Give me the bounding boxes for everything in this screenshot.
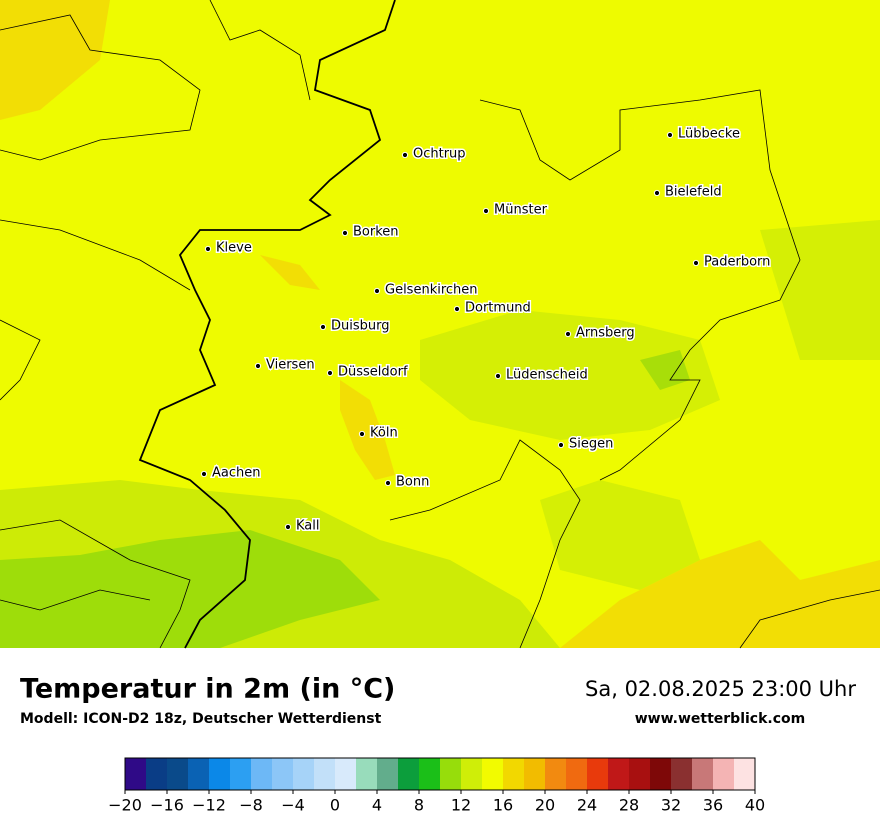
city-label: Duisburg bbox=[331, 319, 390, 334]
colorbar-tick-label: 0 bbox=[330, 796, 340, 815]
city-label: Lübbecke bbox=[678, 127, 740, 142]
colorbar-segment bbox=[482, 758, 504, 790]
colorbar-segment bbox=[188, 758, 210, 790]
city-dot bbox=[358, 430, 366, 438]
colorbar: −20 −16 −12 −8 −4 0 4 8 12 16 20 24 28 32 36 40 bbox=[108, 757, 765, 815]
model-info: Modell: ICON-D2 18z, Deutscher Wetterdie… bbox=[20, 711, 382, 727]
colorbar-tick-label: −4 bbox=[281, 796, 305, 815]
colorbar-segment bbox=[377, 758, 399, 790]
city-dot bbox=[666, 131, 674, 139]
colorbar-tick-label: 16 bbox=[493, 796, 513, 815]
city-label: Gelsenkirchen bbox=[385, 283, 478, 298]
map-title: Temperatur in 2m (in °C) bbox=[20, 674, 395, 705]
colorbar-tick-label: −8 bbox=[239, 796, 263, 815]
city-dot bbox=[204, 245, 212, 253]
colorbar-segment bbox=[272, 758, 294, 790]
colorbar-segment bbox=[251, 758, 273, 790]
colorbar-segment bbox=[209, 758, 231, 790]
city-label: Arnsberg bbox=[576, 326, 635, 341]
city-label: Borken bbox=[353, 225, 399, 240]
colorbar-segment bbox=[566, 758, 588, 790]
colorbar-segment bbox=[356, 758, 378, 790]
colorbar-segment bbox=[167, 758, 189, 790]
colorbar-segment bbox=[461, 758, 483, 790]
colorbar-segment bbox=[629, 758, 651, 790]
colorbar-segment bbox=[230, 758, 252, 790]
city-label: Kleve bbox=[216, 241, 252, 256]
colorbar-segment bbox=[419, 758, 441, 790]
colorbar-segment bbox=[524, 758, 546, 790]
city-dot bbox=[557, 441, 565, 449]
colorbar-segment bbox=[734, 758, 756, 790]
city-dot bbox=[653, 189, 661, 197]
city-label: Köln bbox=[370, 426, 398, 441]
colorbar-segment bbox=[440, 758, 462, 790]
colorbar-tick-label: 24 bbox=[577, 796, 597, 815]
city-dot bbox=[401, 151, 409, 159]
city-labels: Lübbecke Bielefeld Ochtrup Münster Paderborn… bbox=[200, 125, 772, 535]
city-label: Siegen bbox=[569, 437, 613, 452]
city-label: Lüdenscheid bbox=[506, 368, 588, 383]
colorbar-segment bbox=[587, 758, 609, 790]
city-dot bbox=[200, 470, 208, 478]
colorbar-tick-label: 32 bbox=[661, 796, 681, 815]
city-dot bbox=[254, 362, 262, 370]
city-dot bbox=[319, 323, 327, 331]
datetime: Sa, 02.08.2025 23:00 Uhr bbox=[585, 677, 856, 701]
colorbar-tick-label: 40 bbox=[745, 796, 765, 815]
city-label: Dortmund bbox=[465, 301, 531, 316]
city-label: Kall bbox=[296, 519, 320, 534]
city-dot bbox=[284, 523, 292, 531]
colorbar-tick-label: 28 bbox=[619, 796, 639, 815]
colorbar-tick-label: −12 bbox=[192, 796, 226, 815]
colorbar-segment bbox=[125, 758, 147, 790]
colorbar-segment bbox=[608, 758, 630, 790]
city-label: Aachen bbox=[212, 466, 260, 481]
city-label: Paderborn bbox=[704, 255, 770, 270]
city-label: Ochtrup bbox=[413, 147, 466, 162]
colorbar-segment bbox=[293, 758, 315, 790]
website: www.wetterblick.com bbox=[635, 711, 806, 727]
city-label: Bielefeld bbox=[665, 185, 722, 200]
colorbar-tick-label: −20 bbox=[108, 796, 142, 815]
city-dot bbox=[341, 229, 349, 237]
colorbar-segment bbox=[650, 758, 672, 790]
colorbar-tick-label: 12 bbox=[451, 796, 471, 815]
colorbar-segment bbox=[398, 758, 420, 790]
city-dot bbox=[482, 207, 490, 215]
colorbar-segment bbox=[545, 758, 567, 790]
colorbar-segment bbox=[314, 758, 336, 790]
colorbar-tick-label: 36 bbox=[703, 796, 723, 815]
colorbar-segment bbox=[692, 758, 714, 790]
city-label: Düsseldorf bbox=[338, 365, 408, 380]
city-dot bbox=[384, 479, 392, 487]
colorbar-segment bbox=[335, 758, 357, 790]
city-dot bbox=[453, 305, 461, 313]
colorbar-segment bbox=[146, 758, 168, 790]
colorbar-tick-label: 20 bbox=[535, 796, 555, 815]
city-label: Münster bbox=[494, 203, 548, 218]
colorbar-segment bbox=[503, 758, 525, 790]
city-label: Viersen bbox=[266, 358, 315, 373]
city-dot bbox=[373, 287, 381, 295]
colorbar-segment bbox=[671, 758, 693, 790]
colorbar-frame bbox=[124, 757, 756, 791]
footer: Temperatur in 2m (in °C) Modell: ICON-D2… bbox=[20, 674, 856, 728]
city-label: Bonn bbox=[396, 475, 429, 490]
city-dot bbox=[326, 369, 334, 377]
city-dot bbox=[564, 330, 572, 338]
colorbar-segment bbox=[713, 758, 735, 790]
colorbar-tick-label: −16 bbox=[150, 796, 184, 815]
colorbar-tick-label: 8 bbox=[414, 796, 424, 815]
city-dot bbox=[692, 259, 700, 267]
colorbar-tick-label: 4 bbox=[372, 796, 382, 815]
map bbox=[0, 0, 880, 649]
city-dot bbox=[494, 372, 502, 380]
